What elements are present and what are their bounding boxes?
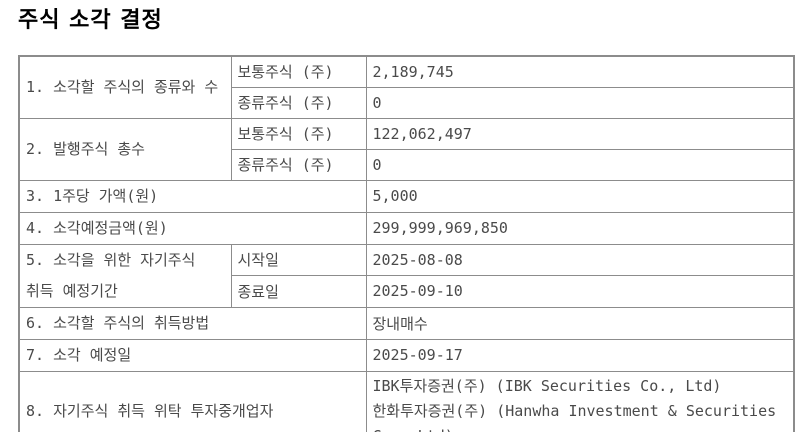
row1-class-stock-label: 종류주식 (주) [230,86,367,119]
table-row-5a: 5. 소각을 위한 자기주식 취득 예정기간 시작일 2025-08-08 [18,243,795,308]
row1-common-stock-label: 보통주식 (주) [230,55,367,88]
row6-label-cell: 6. 소각할 주식의 취득방법 [18,306,367,340]
row1-class-stock-value: 0 [365,86,795,119]
row5-end-date-label: 종료일 [230,275,367,308]
row8-label-cell: 8. 자기주식 취득 위탁 투자중개업자 [18,370,367,432]
page-title: 주식 소각 결정 [18,8,163,33]
row2-common-stock-value: 122,062,497 [365,117,795,150]
table-row-7: 7. 소각 예정일 2025-09-17 [18,338,795,372]
row2-label-cell: 2. 발행주식 총수 [18,117,232,181]
table-row-4: 4. 소각예정금액(원) 299,999,969,850 [18,211,795,245]
row5-label-cell: 5. 소각을 위한 자기주식 취득 예정기간 [18,243,232,308]
row3-label-cell: 3. 1주당 가액(원) [18,179,367,213]
row4-label-cell: 4. 소각예정금액(원) [18,211,367,245]
table-row-3: 3. 1주당 가액(원) 5,000 [18,179,795,213]
table-row-5b: 종료일 2025-09-10 [19,275,795,308]
row1-common-stock-value: 2,189,745 [365,55,795,88]
row2-common-stock-label: 보통주식 (주) [230,117,367,150]
table-row-8: 8. 자기주식 취득 위탁 투자중개업자 IBK투자증권(주) (IBK Sec… [18,370,795,432]
row5-end-date-value: 2025-09-10 [365,275,795,308]
row7-label-cell: 7. 소각 예정일 [18,338,367,372]
row8-broker-line-2: 한화투자증권(주) (Hanwha Investment & Securitie… [372,401,777,420]
row8-broker-line-3: Co., Ltd) [373,424,788,432]
row4-value: 299,999,969,850 [365,211,795,245]
row8-brokers-cell: IBK투자증권(주) (IBK Securities Co., Ltd) 한화투… [365,370,795,432]
row8-broker-line-1: IBK투자증권(주) (IBK Securities Co., Ltd) [372,376,722,395]
row6-value: 장내매수 [365,306,795,340]
row2-class-stock-value: 0 [365,148,795,181]
row5-start-date-label: 시작일 [230,243,367,276]
row2-class-stock-label: 종류주식 (주) [230,148,367,181]
table-row-1b: 종류주식 (주) 0 [19,86,795,119]
row7-value: 2025-09-17 [365,338,795,372]
table-row-1a: 1. 소각할 주식의 종류와 수 보통주식 (주) 2,189,745 [18,55,795,119]
row1-label-cell: 1. 소각할 주식의 종류와 수 [18,55,232,119]
table-row-6: 6. 소각할 주식의 취득방법 장내매수 [18,306,795,340]
table-row-2a: 2. 발행주식 총수 보통주식 (주) 122,062,497 [18,117,795,181]
row5-start-date-value: 2025-08-08 [365,243,795,276]
stock-retirement-table: 1. 소각할 주식의 종류와 수 보통주식 (주) 2,189,745 종류주식… [18,55,795,432]
row3-value: 5,000 [365,179,795,213]
